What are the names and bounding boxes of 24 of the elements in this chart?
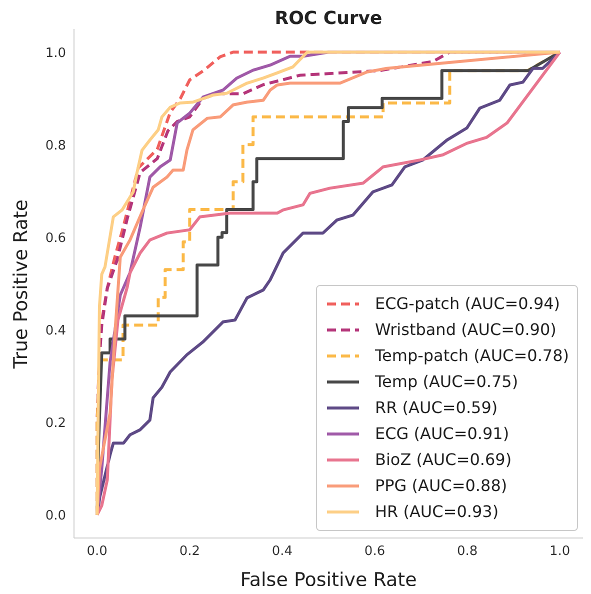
y-axis-title: True Positive Rate (10, 199, 32, 369)
x-tick-label: 0.4 (272, 544, 293, 560)
legend-label: BioZ (AUC=0.69) (374, 449, 512, 471)
y-tick-label: 0.4 (45, 323, 66, 338)
legend-label: Wristband (AUC=0.90) (374, 319, 556, 341)
y-tick-label: 1.0 (45, 46, 66, 61)
x-axis-title: False Positive Rate (240, 569, 417, 591)
x-tick-label: 1.0 (550, 544, 570, 560)
y-tick-label: 0.2 (45, 416, 66, 431)
x-tick-label: 0.2 (179, 544, 200, 560)
x-tick-label: 0.8 (456, 544, 478, 560)
x-tick-label: 0.6 (364, 544, 386, 560)
legend-label: ECG-patch (AUC=0.94) (374, 293, 560, 315)
legend-label: PPG (AUC=0.88) (374, 475, 508, 497)
legend-label: Temp (AUC=0.75) (374, 371, 518, 393)
y-tick-label: 0.0 (45, 508, 66, 524)
legend-label: ECG (AUC=0.91) (374, 423, 510, 445)
legend-label: Temp-patch (AUC=0.78) (374, 345, 569, 367)
x-tick-label: 0.0 (86, 544, 108, 560)
legend-label: HR (AUC=0.93) (374, 501, 499, 523)
y-tick-label: 0.8 (45, 138, 66, 154)
legend-label: RR (AUC=0.59) (374, 397, 498, 419)
chart-title: ROC Curve (274, 8, 384, 29)
y-tick-label: 0.6 (45, 230, 66, 246)
